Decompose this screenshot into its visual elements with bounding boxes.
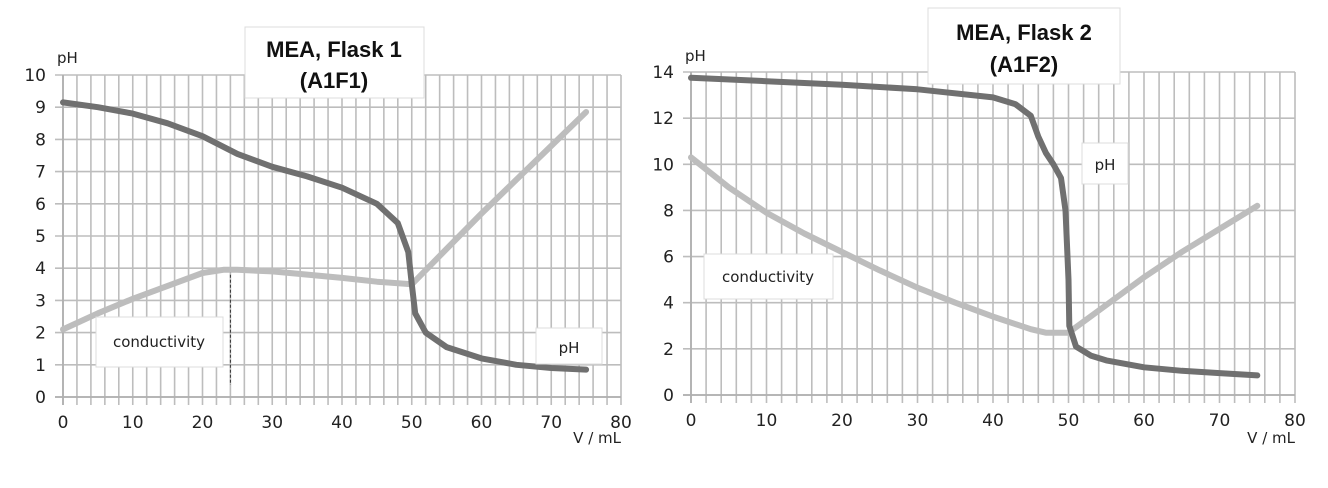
ph-series-label: pH <box>559 339 580 357</box>
conductivity-label-box <box>703 253 834 300</box>
x-tick-label: 40 <box>331 413 353 433</box>
y-tick-label: 4 <box>663 294 674 314</box>
conductivity-series-label: conductivity <box>113 333 205 351</box>
x-tick-label: 50 <box>1058 411 1080 431</box>
x-axis-label: V / mL <box>573 429 621 447</box>
x-tick-label: 10 <box>122 413 144 433</box>
x-axis-label: V / mL <box>1247 429 1295 447</box>
conductivity-series-label: conductivity <box>722 268 814 286</box>
chart-title-line-2: (A1F1) <box>300 68 368 93</box>
y-axis-label: pH <box>685 47 706 65</box>
y-tick-label: 8 <box>663 201 674 221</box>
y-tick-label: 0 <box>663 386 674 406</box>
x-tick-label: 80 <box>610 413 632 433</box>
y-tick-label: 2 <box>663 340 674 360</box>
x-tick-label: 10 <box>756 411 778 431</box>
title-box <box>244 26 425 99</box>
x-tick-label: 0 <box>686 411 697 431</box>
series-line-ph <box>688 74 1261 379</box>
y-tick-label: 2 <box>35 324 46 344</box>
y-axis-label: pH <box>57 49 78 67</box>
ph-series-label: pH <box>1095 156 1116 174</box>
x-tick-label: 70 <box>1209 411 1231 431</box>
conductivity-label-box <box>95 316 224 368</box>
ph-label-box <box>1081 142 1129 185</box>
series-line-conductivity <box>688 154 1261 336</box>
x-tick-label: 60 <box>471 413 493 433</box>
y-tick-label: 12 <box>652 109 674 129</box>
y-tick-label: 5 <box>35 227 46 247</box>
chart-title-line-1: MEA, Flask 1 <box>266 37 402 62</box>
series-line-conductivity <box>60 109 590 333</box>
chart-flask-1: 0 10 20 30 40 50 60 70 80 0 1 2 3 4 5 6 7 8 9 10 pH V / mL MEA… <box>24 26 632 447</box>
y-tick-label: 1 <box>35 356 46 376</box>
x-tick-label: 30 <box>261 413 283 433</box>
y-tick-label: 0 <box>35 388 46 408</box>
x-tick-label: 80 <box>1284 411 1306 431</box>
ph-label-box <box>535 327 603 365</box>
x-tick-label: 30 <box>907 411 929 431</box>
y-tick-label: 10 <box>652 155 674 175</box>
x-tick-label: 70 <box>540 413 562 433</box>
y-tick-label: 8 <box>35 130 46 150</box>
y-tick-label: 14 <box>652 63 674 83</box>
x-tick-label: 50 <box>401 413 423 433</box>
chart-flask-2: 0 10 20 30 40 50 60 70 80 0 2 4 6 8 10 12 14 pH V / mL MEA,… <box>652 7 1306 447</box>
series-line-ph <box>60 99 590 373</box>
x-tick-label: 0 <box>58 413 69 433</box>
chart-title-line-1: MEA, Flask 2 <box>956 20 1092 45</box>
y-tick-label: 6 <box>35 195 46 215</box>
x-tick-label: 60 <box>1133 411 1155 431</box>
title-box <box>927 7 1121 85</box>
x-tick-label: 40 <box>982 411 1004 431</box>
y-tick-label: 3 <box>35 291 46 311</box>
y-tick-label: 10 <box>24 66 46 86</box>
y-tick-label: 9 <box>35 98 46 118</box>
y-tick-label: 4 <box>35 259 46 279</box>
x-tick-label: 20 <box>192 413 214 433</box>
y-tick-label: 7 <box>35 163 46 183</box>
chart-title-line-2: (A1F2) <box>990 52 1058 77</box>
x-tick-label: 20 <box>831 411 853 431</box>
y-tick-label: 6 <box>663 248 674 268</box>
